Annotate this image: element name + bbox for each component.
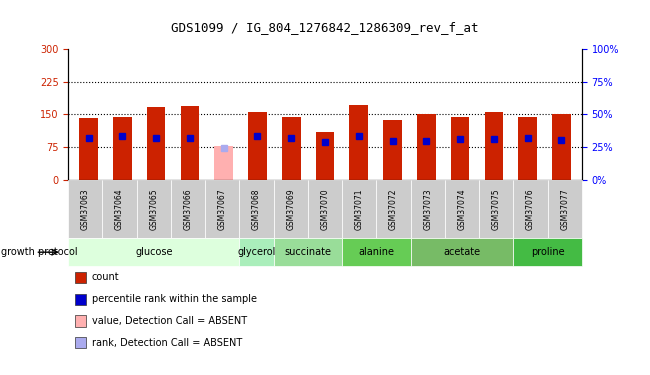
Bar (384, 120, 402, 180)
Text: GSM37067: GSM37067 (218, 188, 227, 230)
Text: GSM37072: GSM37072 (389, 188, 398, 230)
Text: count: count (92, 273, 120, 282)
Text: GSM37075: GSM37075 (491, 188, 500, 230)
Text: glycerol: glycerol (237, 247, 276, 257)
Text: GSM37073: GSM37073 (423, 188, 432, 230)
Bar (316, 132, 334, 180)
Text: GSM37070: GSM37070 (320, 188, 330, 230)
Bar (350, 105, 368, 180)
Text: succinate: succinate (285, 247, 332, 257)
Text: GSM37077: GSM37077 (560, 188, 569, 230)
Text: GSM37064: GSM37064 (115, 188, 124, 230)
Bar (417, 114, 436, 180)
Text: glucose: glucose (135, 247, 173, 257)
Bar (113, 117, 131, 180)
Text: GSM37074: GSM37074 (458, 188, 467, 230)
Bar (485, 112, 503, 180)
Bar (519, 117, 537, 180)
Text: GSM37063: GSM37063 (81, 188, 90, 230)
Bar (147, 107, 165, 180)
Text: percentile rank within the sample: percentile rank within the sample (92, 294, 257, 304)
Text: acetate: acetate (443, 247, 480, 257)
Bar (248, 112, 266, 180)
Text: GSM37076: GSM37076 (526, 188, 535, 230)
Text: GSM37066: GSM37066 (183, 188, 192, 230)
Bar (451, 117, 469, 180)
Text: GSM37065: GSM37065 (150, 188, 159, 230)
Text: rank, Detection Call = ABSENT: rank, Detection Call = ABSENT (92, 338, 242, 348)
Text: GDS1099 / IG_804_1276842_1286309_rev_f_at: GDS1099 / IG_804_1276842_1286309_rev_f_a… (171, 21, 479, 34)
Text: value, Detection Call = ABSENT: value, Detection Call = ABSENT (92, 316, 247, 326)
Bar (552, 114, 571, 180)
Text: alanine: alanine (358, 247, 395, 257)
Text: GSM37069: GSM37069 (286, 188, 295, 230)
Bar (282, 117, 300, 180)
Text: GSM37071: GSM37071 (355, 188, 364, 230)
Text: proline: proline (530, 247, 564, 257)
Text: growth protocol: growth protocol (1, 247, 78, 257)
Bar (79, 118, 98, 180)
Text: GSM37068: GSM37068 (252, 188, 261, 230)
Bar (214, 146, 233, 180)
Bar (181, 106, 199, 180)
